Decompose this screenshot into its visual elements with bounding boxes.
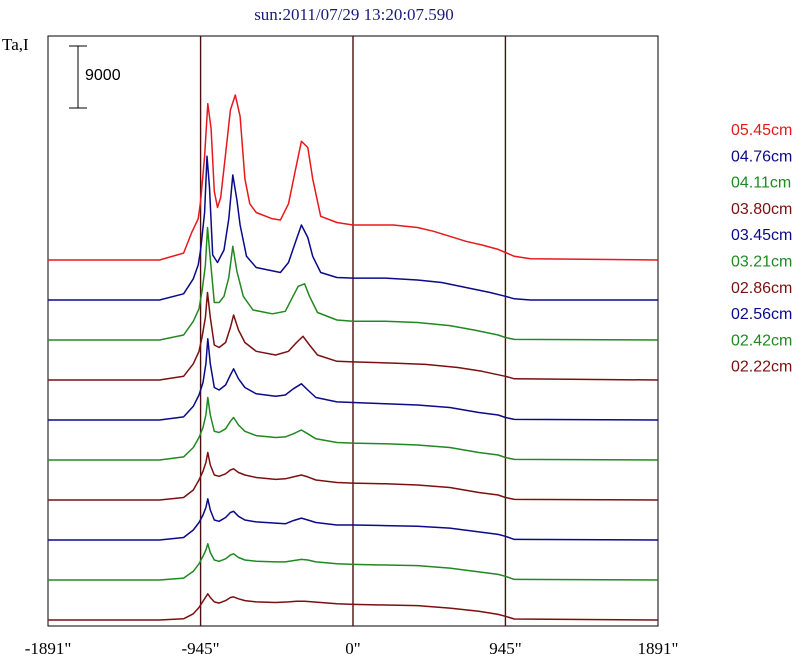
legend-item-02.56cm: 02.56cm <box>731 306 792 323</box>
series-line-03.21cm <box>48 396 659 461</box>
legend-item-04.76cm: 04.76cm <box>731 148 792 165</box>
legend-item-03.45cm: 03.45cm <box>731 227 792 244</box>
legend-item-02.42cm: 02.42cm <box>731 332 792 349</box>
legend: 05.45cm 04.76cm 04.11cm 03.80cm 03.45cm 03.21… <box>731 122 792 376</box>
series-line-03.80cm <box>48 291 659 381</box>
legend-item-05.45cm: 05.45cm <box>731 122 792 139</box>
legend-item-03.80cm: 03.80cm <box>731 201 792 218</box>
series-line-04.76cm <box>48 155 658 301</box>
x-axis-ticks: -1891" -945" 0" 945" 1891" <box>25 639 679 658</box>
series-line-04.11cm <box>48 226 659 341</box>
legend-item-04.11cm: 04.11cm <box>731 175 791 192</box>
intensity-scale-bar: 9000 <box>69 45 121 109</box>
series-line-02.22cm <box>48 593 659 621</box>
series-line-02.86cm <box>48 451 659 501</box>
series-line-02.56cm <box>48 498 659 541</box>
x-tick-label-2: 0" <box>345 639 360 658</box>
series-line-02.42cm <box>48 543 659 581</box>
y-axis-label: Ta,I <box>2 35 29 54</box>
legend-item-03.21cm: 03.21cm <box>731 254 792 271</box>
legend-item-02.86cm: 02.86cm <box>731 280 792 297</box>
x-tick-label-4: 1891" <box>638 639 679 658</box>
x-tick-label-3: 945" <box>489 639 521 658</box>
vertical-markers <box>199 36 507 626</box>
x-tick-label-0: -1891" <box>25 639 72 658</box>
series-line-05.45cm <box>48 94 659 261</box>
legend-item-02.22cm: 02.22cm <box>731 359 792 376</box>
series-line-03.45cm <box>48 338 659 421</box>
series-lines <box>48 94 659 621</box>
x-tick-label-1: -945" <box>182 639 220 658</box>
scale-bar-label: 9000 <box>85 67 121 84</box>
chart-title: sun:2011/07/29 13:20:07.590 <box>254 5 454 24</box>
